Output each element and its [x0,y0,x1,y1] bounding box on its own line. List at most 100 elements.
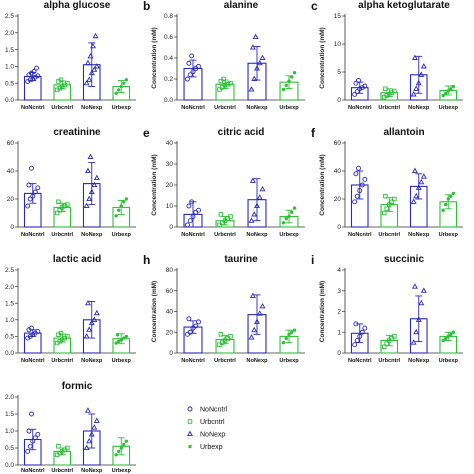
data-point [187,430,193,437]
data-point [27,196,33,202]
data-point [27,443,33,449]
data-point [353,171,359,177]
data-point [249,177,256,183]
data-point [413,85,420,91]
data-point [415,184,422,190]
data-point [84,299,91,306]
data-point [27,77,33,83]
x-tick-label: NoNcntrl [21,105,45,111]
x-tick-label: Urbcntrl [51,105,73,111]
x-tick-label: NoNexp [81,232,103,238]
y-tick-label: 0 [169,224,173,231]
data-point [188,444,192,449]
data-point [357,333,363,339]
data-point [384,93,389,98]
data-point [418,71,425,77]
data-point [259,185,266,192]
data-point [221,76,226,82]
data-point [353,321,359,327]
panel-title: creatinine [53,127,101,138]
y-tick-label: 1.5 [5,47,14,54]
data-point [91,316,98,322]
data-point [449,194,453,198]
data-point [124,334,129,339]
data-point [354,193,360,199]
y-tick-label: 5 [337,69,341,76]
data-point [30,193,36,199]
data-point [29,165,34,171]
data-point [222,83,228,88]
x-tick-label: Urbexp [439,232,459,238]
data-point [31,68,37,74]
data-point [186,60,192,66]
x-tick-label: Urbexp [279,105,299,111]
data-point [91,181,98,188]
y-tick-label: 2.5 [5,13,14,20]
data-point [249,292,256,298]
data-point [122,336,126,340]
data-point [190,69,196,75]
data-point [292,71,297,75]
data-point [57,207,62,213]
panel-letter: i [311,253,314,267]
data-point [87,153,94,160]
data-point [387,202,392,207]
chart-panel: b alanine Concentration (mM) 0.0 0.2 0.4 0.6 0.… [143,0,305,111]
x-tick-label: Urbcntrl [214,105,236,111]
legend-label: NoNexp [200,432,225,439]
data-point [383,86,388,92]
legend-label: Urbexp [200,444,223,451]
data-point [83,79,90,86]
x-tick-label: NoNcntrl [181,358,205,364]
data-point [186,316,192,322]
data-point [410,91,417,97]
data-point [254,202,260,209]
y-tick-label: 1.0 [5,428,14,435]
data-point [83,444,90,451]
data-point [259,54,266,61]
data-point [418,299,425,306]
data-point [114,214,118,218]
y-tick-label: 0 [10,224,14,231]
data-point [225,81,231,87]
x-tick-label: Urbexp [112,232,132,238]
data-point [357,86,363,92]
y-tick-label: 0.5 [5,445,14,452]
data-point [56,199,61,205]
x-tick-label: Urbcntrl [378,358,400,364]
y-tick-label: 0.5 [5,80,14,87]
data-point [356,165,361,171]
x-tick-label: NoNexp [246,105,268,111]
data-point [411,283,418,289]
data-point [32,435,38,441]
y-tick-label: 30 [166,161,174,168]
data-point [287,214,291,219]
panel-letter: b [143,0,150,13]
data-point [256,310,263,316]
x-tick-label: Urbexp [112,358,132,364]
y-tick-label: 2 [337,309,341,316]
y-tick-label: 0.0 [164,97,173,104]
panel-title: succinic [384,254,424,265]
x-tick-label: Urbcntrl [51,468,73,474]
data-point [124,197,129,201]
data-point [186,203,192,209]
data-point [88,319,95,326]
data-point [352,91,358,97]
data-point [189,53,195,59]
data-point [25,448,31,454]
data-point [119,204,123,208]
data-point [86,326,93,332]
y-tick-label: 60 [334,140,342,147]
data-point [254,65,260,71]
x-tick-label: Urbcntrl [378,105,400,111]
data-point [284,216,288,221]
data-point [451,191,456,196]
chart-panel: h taurine Concentration (mM) 0 20 40 60 80 NoNcn… [143,253,305,364]
data-point [117,88,121,92]
data-point [444,202,448,207]
data-point [119,446,123,450]
data-point [187,218,193,224]
data-point [362,83,368,89]
data-point [117,449,121,454]
